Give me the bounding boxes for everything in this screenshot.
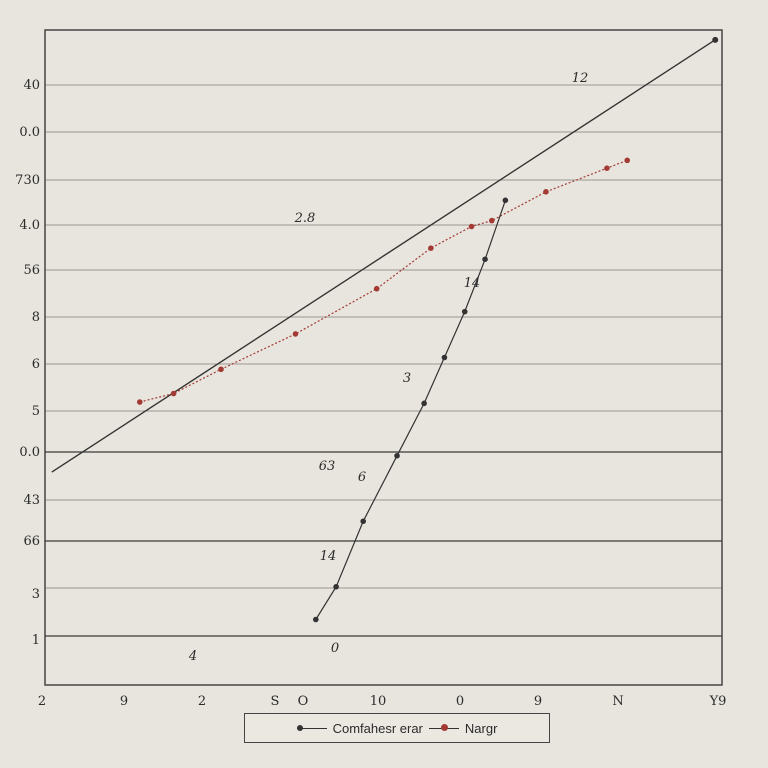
legend: Comfahesr erar Nargr: [244, 713, 550, 743]
y-tick-label-5: 8: [32, 310, 40, 325]
annotation-5: 6: [358, 470, 366, 485]
series-3-point-2: [360, 518, 366, 525]
series-3-point-8: [502, 197, 509, 204]
series-2-point-2: [218, 366, 224, 373]
annotation-7: 0: [331, 641, 339, 656]
series-3-point-4: [421, 400, 427, 407]
series-2-point-6: [468, 223, 475, 230]
x-tick-label-9: Y9: [709, 694, 727, 709]
y-tick-label-6: 6: [32, 357, 40, 372]
series-2-point-10: [624, 157, 631, 164]
y-tick-label-7: 5: [32, 404, 40, 419]
annotation-3: 3: [403, 371, 411, 386]
y-tick-label-1: 0.0: [19, 125, 40, 140]
y-tick-label-2: 730: [15, 173, 40, 188]
annotation-8: 4: [188, 649, 197, 664]
series-1-endpoint: [712, 36, 719, 43]
series-3-point-0: [313, 616, 319, 623]
series-2-point-3: [292, 331, 299, 337]
legend-label-series-1: Comfahesr erar: [332, 720, 423, 736]
annotation-0: 2.8: [294, 211, 316, 226]
series-2-point-1: [170, 390, 177, 397]
y-tick-label-4: 56: [23, 263, 40, 278]
x-tick-label-7: 9: [534, 694, 542, 709]
plot-border: [44, 29, 723, 686]
annotation-6: 14: [320, 549, 337, 564]
series-2: [136, 157, 631, 405]
y-tick-label-9: 43: [23, 493, 40, 508]
y-tick-label-8: 0.0: [19, 445, 40, 460]
x-tick-label-8: N: [612, 694, 623, 709]
annotation-2: 14: [464, 276, 481, 291]
series-2-point-8: [543, 188, 549, 195]
x-tick-label-0: 2: [38, 694, 46, 709]
series-3: [313, 197, 509, 623]
annotation-1: 12: [572, 71, 589, 86]
y-tick-label-12: 1: [32, 633, 40, 648]
x-tick-label-2: 2: [198, 694, 206, 709]
y-tick-label-0: 40: [23, 78, 40, 93]
series-2-point-4: [373, 285, 380, 292]
x-tick-label-4: O: [298, 694, 309, 709]
series-2-line: [139, 159, 628, 403]
grid-lines: [45, 84, 722, 637]
series-2-point-5: [428, 245, 434, 251]
series-layer: [51, 36, 719, 623]
legend-swatch-series-2: [428, 723, 459, 733]
series-2-point-0: [136, 399, 143, 405]
x-tick-label-5: 10: [370, 694, 387, 709]
legend-label-series-2: Nargr: [464, 720, 498, 736]
plot-frame: [44, 29, 723, 686]
x-tick-label-3: S: [271, 694, 280, 709]
annotation-4: 63: [319, 459, 336, 474]
series-3-point-7: [482, 256, 488, 263]
series-1: [51, 36, 719, 473]
x-tick-label-6: 0: [456, 694, 464, 709]
y-tick-label-11: 3: [32, 587, 40, 602]
series-2-point-7: [489, 217, 495, 224]
series-3-point-5: [441, 354, 448, 361]
series-2-point-9: [604, 165, 610, 172]
annotations: 2.8 12 14 3 63 6 14 0 4: [188, 71, 588, 664]
legend-swatch-series-1: [296, 723, 327, 733]
series-3-point-1: [333, 583, 339, 590]
series-3-point-3: [394, 452, 400, 459]
series-1-line: [51, 39, 716, 473]
y-tick-label-3: 4.0: [19, 218, 40, 233]
y-tick-label-10: 66: [23, 534, 40, 549]
series-3-point-6: [461, 308, 468, 315]
x-tick-label-1: 9: [120, 694, 128, 709]
